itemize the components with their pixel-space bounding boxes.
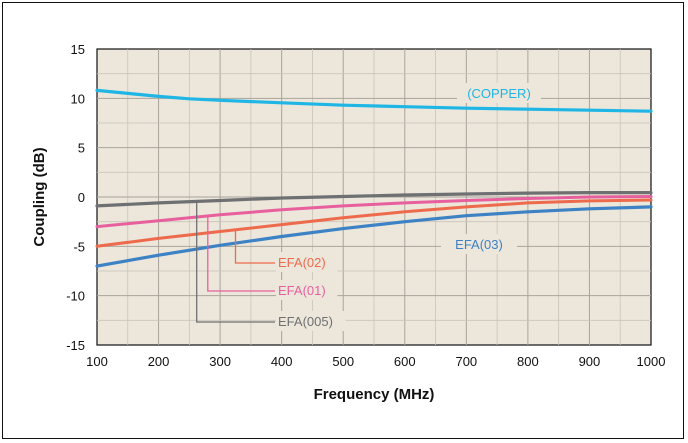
y-tick-label: 10 xyxy=(71,91,85,106)
grid xyxy=(97,49,651,345)
series-label-efa-03: EFA(03) xyxy=(455,237,503,252)
y-tick-label: 15 xyxy=(71,42,85,57)
series-line-efa-005 xyxy=(95,191,653,208)
series-label-copper: (COPPER) xyxy=(467,86,531,101)
x-tick-label: 500 xyxy=(332,354,354,369)
x-tick-label: 700 xyxy=(455,354,477,369)
y-axis-title: Coupling (dB) xyxy=(31,147,48,246)
label-bg-efa-01 xyxy=(276,280,338,300)
series-line-efa-02 xyxy=(95,198,653,248)
x-axis-title: Frequency (MHz) xyxy=(314,386,435,403)
y-tick-label: -15 xyxy=(66,338,85,353)
y-tick-labels: 15 10 5 0 -5 -10 -15 xyxy=(66,42,85,353)
x-tick-label: 300 xyxy=(209,354,231,369)
label-bg-efa-02 xyxy=(276,252,338,272)
leader-efa-005 xyxy=(196,201,275,323)
y-tick-label: 5 xyxy=(78,141,85,156)
leader-efa-01 xyxy=(207,215,275,292)
series-layer xyxy=(95,88,653,268)
series-labels: (COPPER) EFA(03) EFA(02) EFA(01) EFA(005) xyxy=(276,83,541,331)
x-tick-label: 400 xyxy=(271,354,293,369)
y-tick-label: 0 xyxy=(78,190,85,205)
x-tick-labels: 100 200 300 400 500 600 700 800 900 1000 xyxy=(86,354,665,369)
series-line-efa-03 xyxy=(95,205,653,268)
x-tick-label: 600 xyxy=(394,354,416,369)
series-label-efa-02: EFA(02) xyxy=(278,255,326,270)
y-tick-label: -10 xyxy=(66,289,85,304)
series-label-efa-005: EFA(005) xyxy=(278,314,333,329)
series-line-copper xyxy=(95,88,653,113)
x-tick-label: 100 xyxy=(86,354,108,369)
copper-label-bg xyxy=(457,83,541,103)
x-tick-label: 1000 xyxy=(637,354,666,369)
x-tick-label: 800 xyxy=(517,354,539,369)
series-label-efa-01: EFA(01) xyxy=(278,283,326,298)
leader-efa-02 xyxy=(234,229,275,264)
x-tick-label: 900 xyxy=(579,354,601,369)
y-tick-label: -5 xyxy=(73,239,85,254)
label-bg-efa-005 xyxy=(276,311,346,331)
x-tick-label: 200 xyxy=(148,354,170,369)
label-leaders xyxy=(196,201,275,323)
series-line-efa-01 xyxy=(95,195,653,229)
efa03-label-bg xyxy=(441,234,517,254)
